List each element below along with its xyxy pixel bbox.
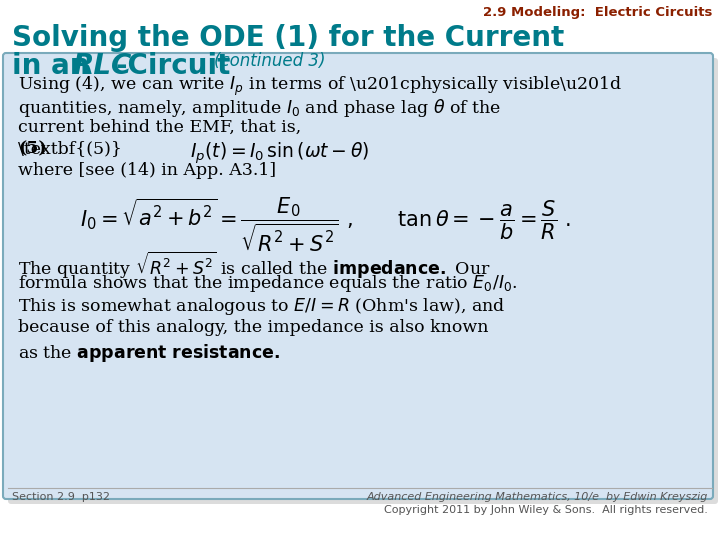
FancyBboxPatch shape [3, 53, 713, 499]
Text: -Circuit: -Circuit [116, 52, 240, 80]
Text: Advanced Engineering Mathematics, 10/e  by Edwin Kreyszig: Advanced Engineering Mathematics, 10/e b… [366, 492, 708, 502]
Text: RLC: RLC [72, 52, 131, 80]
Text: (5): (5) [18, 140, 47, 157]
Text: Solving the ODE (1) for the Current: Solving the ODE (1) for the Current [12, 24, 564, 52]
Text: quantities, namely, amplitude $I_0$ and phase lag $\theta$ of the: quantities, namely, amplitude $I_0$ and … [18, 97, 501, 119]
FancyBboxPatch shape [8, 58, 718, 504]
Text: This is somewhat analogous to $E/I = R$ (Ohm's law), and: This is somewhat analogous to $E/I = R$ … [18, 296, 505, 317]
Text: Using (4), we can write $I_p$ in terms of \u201cphysically visible\u201d: Using (4), we can write $I_p$ in terms o… [18, 75, 622, 98]
Text: The quantity $\sqrt{R^2+S^2}$ is called the $\mathbf{impedance.}$ Our: The quantity $\sqrt{R^2+S^2}$ is called … [18, 250, 491, 281]
Text: \textbf{(5)}: \textbf{(5)} [18, 140, 122, 157]
Text: Section 2.9  p132: Section 2.9 p132 [12, 492, 110, 502]
Text: current behind the EMF, that is,: current behind the EMF, that is, [18, 119, 301, 136]
Text: 2.9 Modeling:  Electric Circuits: 2.9 Modeling: Electric Circuits [482, 6, 712, 19]
Text: as the $\mathbf{apparent\ resistance.}$: as the $\mathbf{apparent\ resistance.}$ [18, 342, 280, 364]
Text: in an: in an [12, 52, 99, 80]
Text: $I_0 = \sqrt{a^2+b^2} = \dfrac{E_0}{\sqrt{R^2+S^2}}\ ,\quad\quad \tan\theta = -\: $I_0 = \sqrt{a^2+b^2} = \dfrac{E_0}{\sqr… [80, 195, 571, 253]
Text: $I_p(t) = I_0\,\mathrm{sin}\,(\omega t - \theta)$: $I_p(t) = I_0\,\mathrm{sin}\,(\omega t -… [190, 140, 369, 165]
Text: because of this analogy, the impedance is also known: because of this analogy, the impedance i… [18, 319, 488, 336]
Text: (continued 3): (continued 3) [214, 52, 325, 70]
Text: formula shows that the impedance equals the ratio $E_0/I_0$.: formula shows that the impedance equals … [18, 273, 517, 294]
Text: Copyright 2011 by John Wiley & Sons.  All rights reserved.: Copyright 2011 by John Wiley & Sons. All… [384, 505, 708, 515]
Text: where [see (14) in App. A3.1]: where [see (14) in App. A3.1] [18, 162, 276, 179]
